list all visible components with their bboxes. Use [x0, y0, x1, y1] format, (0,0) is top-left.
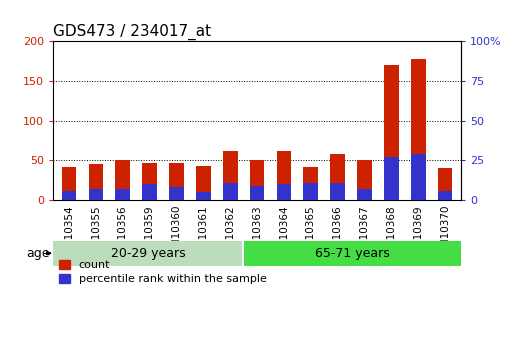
Bar: [196, 192, 211, 200]
Bar: [303, 167, 318, 200]
Bar: [89, 164, 103, 200]
Bar: [61, 190, 76, 200]
Bar: [277, 151, 292, 200]
Bar: [116, 189, 130, 200]
Bar: [384, 157, 399, 200]
Bar: [303, 183, 318, 200]
Bar: [223, 183, 237, 200]
Bar: [438, 190, 453, 200]
Bar: [411, 59, 426, 200]
Text: 65-71 years: 65-71 years: [315, 247, 390, 260]
Bar: [142, 184, 157, 200]
Text: GDS473 / 234017_at: GDS473 / 234017_at: [53, 24, 211, 40]
Text: age: age: [26, 247, 50, 260]
Bar: [330, 183, 345, 200]
Bar: [169, 163, 184, 200]
Bar: [250, 186, 264, 200]
Bar: [357, 160, 372, 200]
Bar: [330, 154, 345, 200]
Bar: [277, 184, 292, 200]
Bar: [250, 160, 264, 200]
Bar: [169, 187, 184, 200]
Bar: [411, 154, 426, 200]
Bar: [142, 163, 157, 200]
Legend: count, percentile rank within the sample: count, percentile rank within the sample: [58, 260, 267, 284]
Bar: [89, 189, 103, 200]
Bar: [116, 160, 130, 200]
Bar: [223, 151, 237, 200]
Bar: [357, 189, 372, 200]
Bar: [384, 65, 399, 200]
Bar: [438, 168, 453, 200]
Bar: [196, 166, 211, 200]
Text: 20-29 years: 20-29 years: [111, 247, 186, 260]
Bar: [61, 167, 76, 200]
